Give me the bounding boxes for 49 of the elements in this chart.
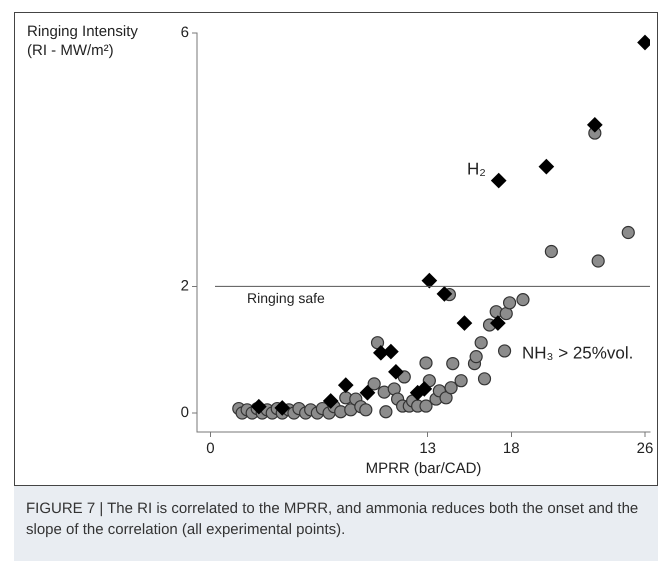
point [500, 306, 513, 320]
point [368, 377, 381, 390]
point [274, 400, 290, 416]
point [592, 254, 605, 268]
x-tick-label: 26 [636, 440, 654, 458]
x-tick-label: 0 [206, 440, 215, 458]
x-tick-label: 13 [419, 440, 436, 458]
point [422, 273, 437, 288]
point [378, 386, 391, 399]
y-tick-label: 6 [180, 24, 189, 42]
point [338, 378, 354, 393]
point [251, 399, 266, 414]
point [383, 344, 399, 360]
point [359, 403, 372, 416]
point [388, 382, 401, 396]
point [516, 293, 530, 306]
point [370, 336, 384, 350]
point [622, 226, 635, 240]
point [439, 391, 453, 404]
point [379, 405, 392, 418]
point [456, 315, 472, 331]
point [502, 296, 516, 310]
point [360, 385, 376, 400]
point [454, 374, 468, 388]
point [323, 393, 338, 409]
point [419, 356, 433, 370]
point [587, 117, 602, 132]
annotation: NH₃ > 25%vol. [522, 344, 634, 363]
point [419, 399, 433, 413]
annotation: H₂ [467, 160, 486, 179]
point [436, 286, 452, 302]
point [388, 364, 404, 380]
point [478, 372, 492, 386]
point [490, 315, 506, 331]
caption: FIGURE 7 | The RI is correlated to the MPRR, and ammonia reduces both the onset and the slope of the correlation (all experimental points). [14, 485, 658, 561]
y-tick-label: 2 [180, 277, 189, 294]
point [444, 381, 458, 394]
point [498, 344, 512, 358]
x-axis-title: MPRR (bar/CAD) [366, 460, 482, 478]
point [470, 350, 483, 364]
x-tick-label: 18 [502, 440, 520, 458]
point [491, 172, 506, 188]
y-axis-title: Ringing Intensity (RI - MW/m²) [27, 22, 139, 60]
y-tick-label: 0 [180, 404, 189, 422]
ref-line-label: Ringing safe [247, 290, 326, 306]
point [544, 244, 558, 258]
point [474, 336, 488, 350]
point [446, 357, 460, 370]
point [538, 159, 554, 174]
